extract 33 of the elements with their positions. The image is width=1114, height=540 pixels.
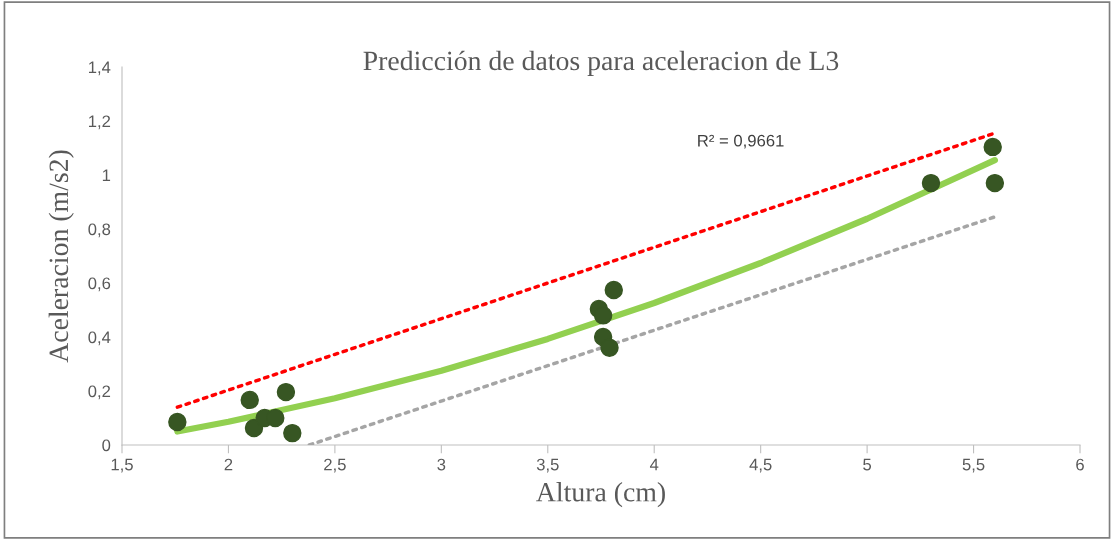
point: [921, 173, 941, 193]
x-tick-label: 1,5: [111, 458, 133, 473]
x-axis-title: Altura (cm): [536, 482, 665, 508]
x-tick-label: 2,5: [324, 458, 346, 473]
y-tick-label: 0,6: [88, 277, 111, 292]
y-tick-label: 0,2: [88, 385, 111, 400]
point: [593, 306, 613, 325]
point: [600, 338, 619, 358]
x-tick-label: 2: [224, 458, 233, 471]
point: [985, 173, 1005, 193]
point: [983, 137, 1002, 157]
x-tick-label: 5,5: [962, 458, 985, 473]
point: [604, 280, 623, 300]
y-tick-label: 1,4: [88, 61, 111, 76]
annotation: R² = 0,9661: [698, 134, 784, 149]
x-tick-label: 4,5: [749, 458, 772, 473]
y-tick-label: 1: [102, 169, 111, 182]
point: [240, 390, 259, 410]
point: [283, 423, 302, 443]
chart-title: Predicción de datos para aceleracion de L3: [363, 50, 839, 76]
point: [168, 412, 187, 432]
x-tick-label: 3,5: [536, 458, 559, 473]
point: [266, 408, 285, 428]
point: [276, 382, 296, 402]
y-tick-label: 0,8: [88, 223, 111, 238]
y-tick-label: 0: [102, 439, 111, 452]
y-axis-title: Aceleracion (m/s2): [48, 150, 74, 363]
x-tick-label: 3: [437, 458, 446, 471]
x-tick-label: 4: [649, 458, 659, 471]
y-tick-label: 0,4: [88, 331, 111, 346]
x-tick-label: 5: [863, 458, 872, 471]
y-tick-label: 1,2: [88, 115, 111, 130]
x-tick-label: 6: [1076, 458, 1084, 471]
